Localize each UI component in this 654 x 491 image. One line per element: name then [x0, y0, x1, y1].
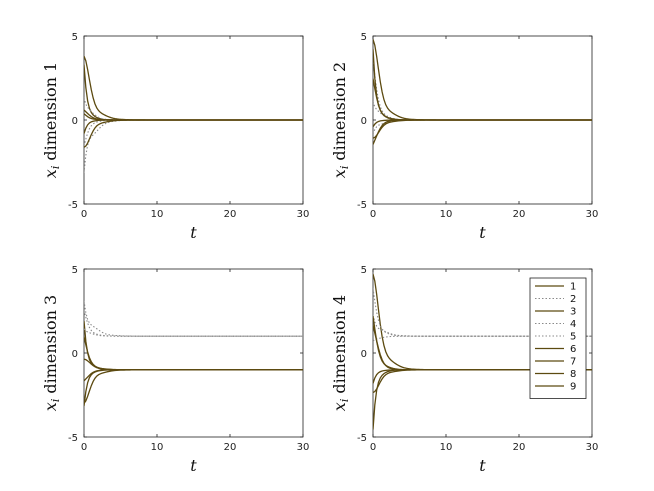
- x-tick-label: 30: [586, 209, 599, 220]
- y-axis-label-sub: i: [338, 166, 351, 170]
- y-axis-label-sub: i: [49, 399, 62, 403]
- y-axis-label: xi dimension 4: [330, 295, 351, 411]
- y-tick-label: 5: [361, 32, 367, 43]
- x-axis-label: t: [479, 456, 486, 475]
- y-axis-label-var: x: [41, 169, 60, 178]
- x-tick-label: 0: [370, 209, 376, 220]
- x-tick-label: 20: [513, 442, 526, 453]
- y-tick-label: -5: [357, 200, 367, 211]
- y-tick-label: 5: [361, 265, 367, 276]
- y-axis-label: xi dimension 2: [330, 62, 351, 178]
- x-axis-label: t: [479, 223, 486, 242]
- x-tick-label: 0: [81, 442, 87, 453]
- legend-label-4: 4: [570, 319, 576, 330]
- legend-label-3: 3: [570, 307, 576, 318]
- x-tick-label: 30: [297, 209, 310, 220]
- legend-label-5: 5: [570, 332, 576, 343]
- plot-area: [83, 268, 304, 438]
- x-tick-label: 10: [440, 442, 453, 453]
- legend-label-6: 6: [570, 344, 576, 355]
- legend-label-9: 9: [570, 382, 576, 393]
- x-tick-label: 10: [151, 209, 164, 220]
- x-tick-label: 0: [81, 209, 87, 220]
- x-tick-label: 10: [151, 442, 164, 453]
- legend-label-8: 8: [570, 369, 576, 380]
- series-group: [373, 39, 592, 145]
- x-tick-label: 30: [297, 442, 310, 453]
- y-axis-label-text: dimension 4: [330, 295, 349, 394]
- series-line-4: [84, 300, 303, 337]
- series-line-9: [84, 119, 303, 134]
- y-axis-label-text: dimension 1: [41, 62, 60, 161]
- x-axis-label: t: [190, 456, 197, 475]
- legend: 12 34 56 78 9: [529, 277, 587, 399]
- y-axis-label-text: dimension 2: [330, 62, 349, 161]
- y-axis-label-sub: i: [49, 166, 62, 170]
- y-axis-label: xi dimension 3: [41, 295, 62, 411]
- y-tick-label: -5: [68, 200, 78, 211]
- series-group: [84, 300, 303, 407]
- legend-label-7: 7: [570, 357, 576, 368]
- legend-label-2: 2: [570, 294, 576, 305]
- y-axis-label: xi dimension 1: [41, 62, 62, 178]
- legend-label-1: 1: [570, 282, 576, 293]
- y-tick-label: 0: [361, 349, 367, 360]
- y-tick-label: -5: [357, 433, 367, 444]
- x-axis-label: t: [190, 223, 197, 242]
- series-group: [84, 55, 303, 173]
- x-tick-label: 20: [513, 209, 526, 220]
- y-axis-label-text: dimension 3: [41, 295, 60, 394]
- y-tick-label: 5: [72, 32, 78, 43]
- x-tick-label: 0: [370, 442, 376, 453]
- x-tick-label: 20: [224, 442, 237, 453]
- x-tick-label: 20: [224, 209, 237, 220]
- series-line-9: [373, 119, 592, 128]
- x-tick-label: 30: [586, 442, 599, 453]
- y-tick-label: 0: [361, 116, 367, 127]
- legend-box: [529, 277, 587, 399]
- y-tick-label: -5: [68, 433, 78, 444]
- y-axis-label-sub: i: [338, 399, 351, 403]
- y-tick-label: 0: [72, 116, 78, 127]
- y-axis-label-var: x: [330, 402, 349, 411]
- x-tick-label: 10: [440, 209, 453, 220]
- y-tick-label: 0: [72, 349, 78, 360]
- y-axis-label-var: x: [330, 169, 349, 178]
- series-line-9: [84, 369, 303, 407]
- y-axis-label-var: x: [41, 402, 60, 411]
- y-tick-label: 5: [72, 265, 78, 276]
